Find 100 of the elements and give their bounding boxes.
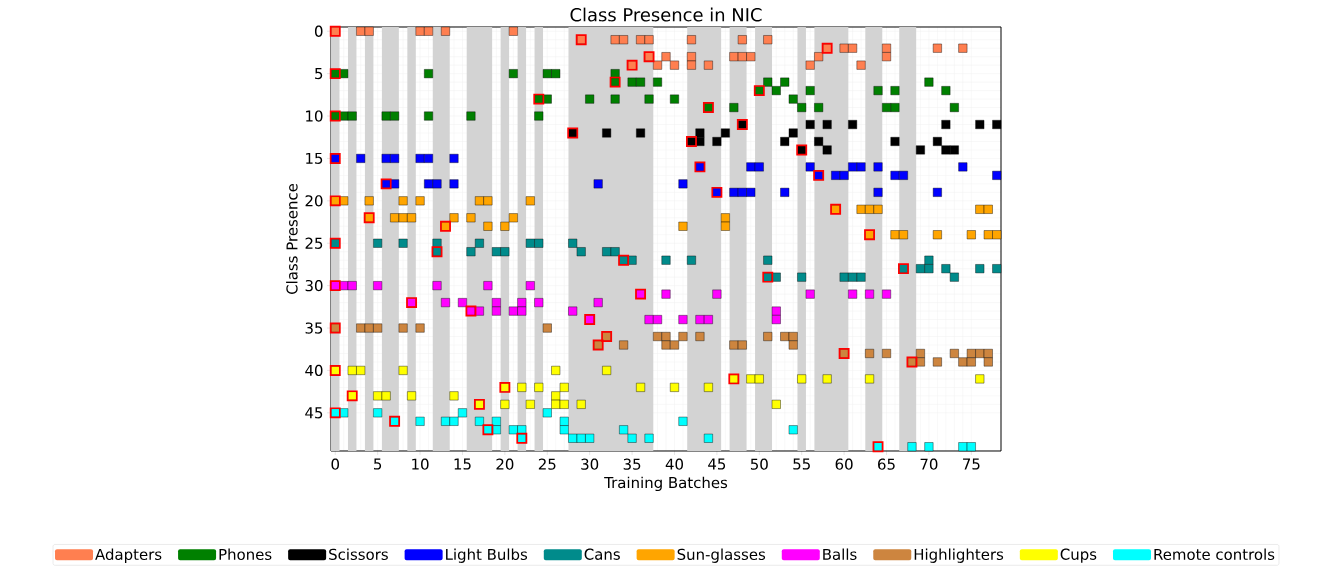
point	[932, 137, 942, 146]
x-tick-label: 15	[454, 458, 471, 470]
point	[754, 162, 764, 172]
point	[754, 374, 764, 384]
point	[373, 281, 383, 291]
point	[432, 179, 442, 189]
point	[958, 43, 968, 53]
point	[992, 170, 1002, 180]
point	[822, 374, 832, 384]
point	[932, 43, 942, 53]
legend-label: Remote controls	[1154, 548, 1275, 561]
point	[424, 153, 433, 163]
point	[407, 213, 417, 223]
point	[644, 433, 654, 443]
point	[534, 298, 544, 308]
point	[415, 416, 425, 426]
point	[441, 26, 450, 36]
point	[949, 103, 959, 112]
point	[805, 289, 815, 299]
point	[720, 221, 730, 231]
point	[983, 357, 993, 367]
point	[788, 128, 798, 138]
legend-label: Adapters	[95, 548, 162, 563]
point	[559, 382, 569, 392]
point	[534, 382, 544, 392]
point	[542, 323, 552, 333]
point	[720, 213, 730, 223]
point	[882, 289, 891, 299]
point	[805, 120, 815, 129]
point	[576, 399, 586, 409]
legend-label: Scissors	[329, 548, 388, 561]
point	[916, 145, 925, 155]
point	[975, 349, 985, 358]
point	[687, 60, 696, 70]
point	[882, 103, 891, 112]
point	[449, 179, 459, 189]
point	[364, 196, 374, 206]
point	[525, 281, 535, 291]
point	[525, 238, 535, 248]
point	[449, 153, 459, 163]
point	[865, 289, 874, 299]
point	[653, 332, 662, 341]
point	[890, 103, 900, 112]
point	[687, 255, 696, 265]
point	[958, 357, 968, 367]
point	[508, 26, 518, 36]
point	[500, 399, 510, 409]
point	[746, 187, 756, 197]
point	[916, 264, 925, 274]
point	[788, 425, 798, 435]
y-axis-title: Class Presence	[286, 183, 298, 294]
x-tick-label: 60	[835, 458, 853, 470]
point	[559, 416, 569, 426]
point	[737, 35, 747, 45]
point	[661, 340, 671, 350]
legend-label: Cans	[584, 548, 620, 560]
point	[932, 230, 942, 240]
point	[720, 128, 730, 138]
point	[542, 69, 552, 79]
legend-label: Balls	[823, 548, 857, 561]
point	[398, 365, 408, 375]
point	[491, 416, 501, 426]
point	[347, 281, 357, 291]
point	[364, 323, 374, 333]
point	[525, 399, 535, 409]
x-tick-label: 0	[331, 458, 340, 470]
point	[551, 365, 561, 375]
point	[771, 86, 781, 96]
point	[670, 340, 679, 350]
point	[559, 399, 569, 409]
point	[373, 391, 383, 401]
point	[899, 230, 908, 240]
point	[678, 221, 688, 231]
point	[924, 264, 934, 274]
point	[559, 425, 569, 435]
point	[814, 137, 824, 146]
x-tick-label: 55	[793, 458, 810, 470]
point	[882, 349, 891, 358]
point	[644, 35, 654, 45]
point	[661, 255, 671, 265]
point	[593, 179, 603, 189]
point	[364, 26, 374, 36]
x-tick-label: 25	[538, 458, 556, 470]
point	[975, 120, 985, 129]
point	[373, 408, 383, 418]
point	[458, 408, 467, 418]
point	[780, 77, 790, 87]
point	[551, 391, 561, 401]
point	[873, 162, 883, 172]
point	[390, 111, 400, 121]
point	[848, 272, 858, 282]
point	[534, 238, 544, 248]
point	[670, 382, 679, 392]
point	[788, 340, 798, 350]
point	[585, 433, 595, 443]
legend-label: Cups	[1060, 548, 1097, 563]
point	[703, 433, 713, 443]
point	[483, 281, 493, 291]
point	[441, 298, 450, 308]
point	[551, 69, 561, 79]
